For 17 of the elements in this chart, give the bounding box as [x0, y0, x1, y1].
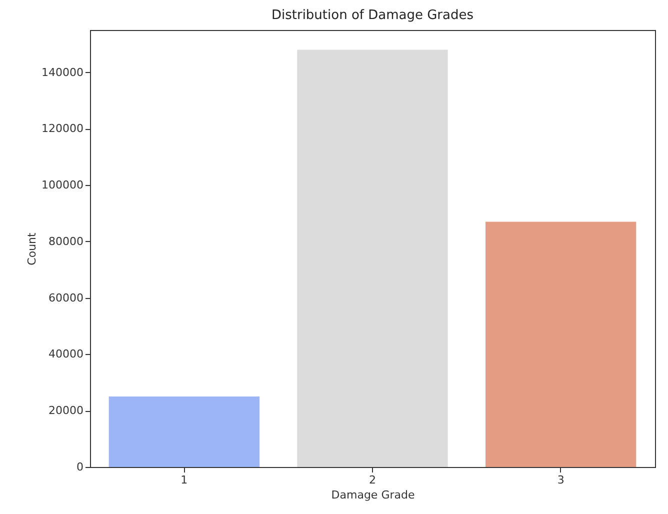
chart-title: Distribution of Damage Grades: [271, 8, 474, 23]
y-tick-label: 100000: [42, 178, 84, 192]
y-axis-title: Count: [26, 232, 39, 266]
y-tick-label: 80000: [48, 234, 84, 248]
x-tick-label: 3: [557, 474, 564, 486]
y-tick-label: 120000: [42, 122, 84, 136]
y-tick-label: 20000: [48, 404, 84, 418]
y-tick-label: 60000: [48, 291, 84, 304]
bar: [297, 50, 448, 467]
x-tick-label: 2: [369, 474, 376, 486]
x-tick-label: 1: [180, 474, 188, 486]
x-axis-title: Damage Grade: [331, 488, 415, 502]
y-tick-label: 0: [76, 460, 84, 474]
y-tick-label: 40000: [48, 348, 84, 361]
bar: [108, 396, 260, 467]
bar: [486, 222, 636, 467]
y-tick-label: 140000: [42, 66, 84, 79]
